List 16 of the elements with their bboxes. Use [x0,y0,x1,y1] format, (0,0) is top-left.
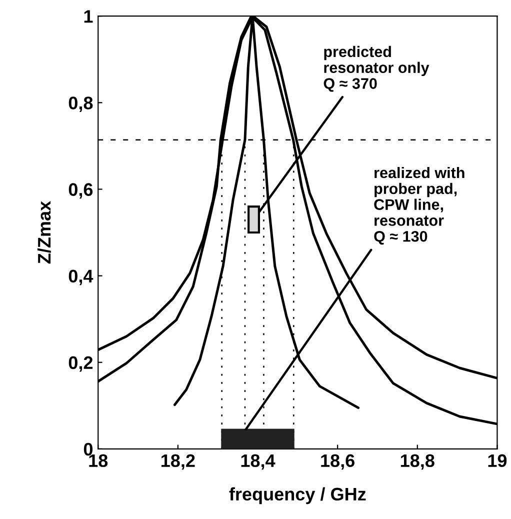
y-axis-title: Z/Zmax [37,201,51,264]
y-tick-label: 0,4 [68,270,94,286]
annotation: realized with prober pad, CPW line, resonator Q ≈ 130 [374,166,464,245]
y-tick-label: 0,8 [68,96,93,112]
x-tick-label: 18,2 [162,454,195,470]
x-tick-label: 18,6 [321,454,354,470]
y-tick-label: 0 [84,442,93,456]
y-tick-label: 0,2 [68,356,93,372]
x-tick-label: 18 [89,454,108,468]
y-tick-label: 0,6 [68,183,93,199]
x-tick-label: 19 [488,454,507,468]
x-tick-label: 18,8 [400,454,434,470]
x-tick-label: 18,4 [241,454,276,470]
y-tick-label: 1 [84,10,93,23]
x-axis-title: frequency / GHz [229,487,366,504]
annotation: predicted resonator only Q ≈ 370 [324,46,430,92]
